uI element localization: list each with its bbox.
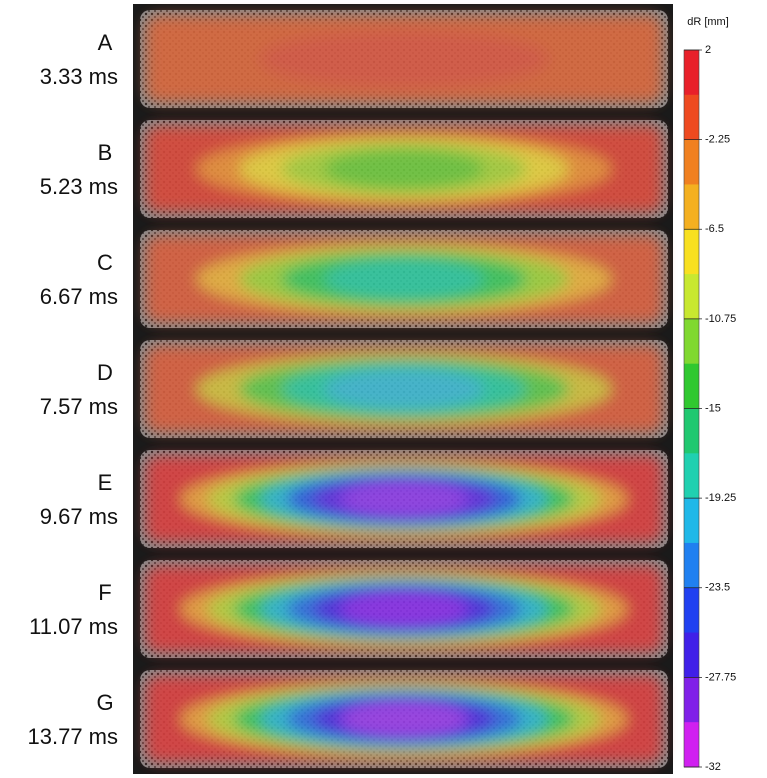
contour-band bbox=[324, 148, 484, 190]
panel-letter: G bbox=[96, 690, 113, 715]
contour bbox=[146, 236, 662, 322]
colorbar-band bbox=[684, 677, 699, 723]
contour bbox=[146, 346, 662, 432]
colorbar-band bbox=[684, 274, 699, 320]
colorbar-band bbox=[684, 318, 699, 365]
colorbar-tick-label: -27.75 bbox=[705, 671, 736, 683]
colorbar-band bbox=[684, 229, 699, 275]
colorbar-band bbox=[684, 184, 699, 230]
colorbar-tick-label: -32 bbox=[705, 761, 721, 773]
contour bbox=[146, 16, 662, 102]
contour-band bbox=[339, 481, 469, 517]
panel-letter: E bbox=[98, 470, 113, 495]
panel-letter: B bbox=[98, 140, 113, 165]
panel-time: 6.67 ms bbox=[40, 284, 118, 309]
colorbar-band bbox=[684, 408, 699, 454]
panel-time: 13.77 ms bbox=[28, 724, 119, 749]
colorbar-tick-label: -23.5 bbox=[705, 582, 730, 594]
colorbar-band bbox=[684, 632, 699, 678]
contour bbox=[146, 566, 662, 652]
colorbar-title: dR [mm] bbox=[687, 16, 729, 28]
panel-letter: C bbox=[97, 250, 113, 275]
contour bbox=[146, 126, 662, 212]
colorbar-tick-label: -6.5 bbox=[705, 223, 724, 235]
contour-band bbox=[339, 591, 469, 627]
panel-letter: D bbox=[97, 360, 113, 385]
panel-letter: F bbox=[98, 580, 111, 605]
colorbar-band bbox=[684, 50, 699, 96]
colorbar-tick-label: 2 bbox=[705, 44, 711, 56]
colorbar-band bbox=[684, 94, 699, 141]
panel-time: 9.67 ms bbox=[40, 504, 118, 529]
colorbar-band bbox=[684, 498, 699, 544]
contour bbox=[146, 456, 662, 542]
contour bbox=[146, 676, 662, 762]
panel-time: 5.23 ms bbox=[40, 174, 118, 199]
contour-band bbox=[339, 701, 469, 737]
panel-time: 7.57 ms bbox=[40, 394, 118, 419]
panel-letter: A bbox=[98, 30, 113, 55]
colorbar-band bbox=[684, 363, 699, 409]
panel-time: 11.07 ms bbox=[29, 614, 118, 639]
contour-band bbox=[324, 368, 484, 410]
contour-band bbox=[324, 258, 484, 300]
colorbar-tick-label: -10.75 bbox=[705, 313, 736, 325]
colorbar-tick-label: -15 bbox=[705, 402, 721, 414]
colorbar-band bbox=[684, 587, 699, 634]
colorbar-tick-label: -2.25 bbox=[705, 134, 730, 146]
colorbar-band bbox=[684, 542, 699, 589]
colorbar-tick-label: -19.25 bbox=[705, 492, 736, 504]
colorbar-band bbox=[684, 139, 699, 185]
contour-band bbox=[260, 30, 548, 88]
colorbar-band bbox=[684, 722, 699, 768]
panel-time: 3.33 ms bbox=[40, 64, 118, 89]
colorbar-band bbox=[684, 453, 699, 499]
